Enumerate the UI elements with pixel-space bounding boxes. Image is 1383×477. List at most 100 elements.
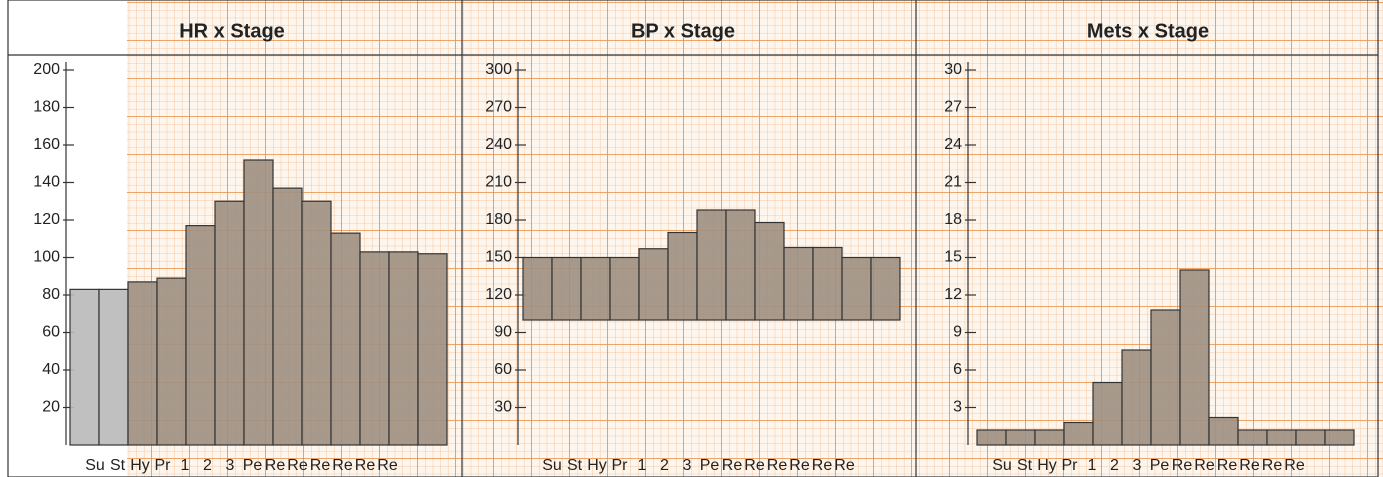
x-tick-label: Pr xyxy=(1062,457,1079,474)
x-tick-label: Pr xyxy=(155,457,172,474)
bar xyxy=(417,253,448,446)
bar xyxy=(609,256,640,321)
y-tick-label: 15 xyxy=(944,249,962,266)
x-tick-label: Su xyxy=(992,457,1012,474)
bar xyxy=(667,231,698,321)
y-tick-label: 140 xyxy=(33,174,60,191)
x-tick-label: Re xyxy=(287,457,308,474)
x-tick-label: Re xyxy=(722,457,743,474)
y-tick-label: 240 xyxy=(485,136,512,153)
y-tick-label: 200 xyxy=(33,61,60,78)
x-tick-label: Re xyxy=(377,457,398,474)
bar xyxy=(1208,416,1239,446)
y-tick-label: 90 xyxy=(494,324,512,341)
bar xyxy=(1092,381,1123,446)
bar xyxy=(243,159,274,446)
bar xyxy=(1005,429,1036,446)
bar xyxy=(214,200,245,446)
bar xyxy=(1295,429,1326,446)
y-tick-label: 18 xyxy=(944,211,962,228)
bar xyxy=(330,232,361,446)
bar xyxy=(870,256,901,321)
bar xyxy=(1266,429,1297,446)
y-tick-label: 60 xyxy=(494,361,512,378)
y-tick-label: 120 xyxy=(33,211,60,228)
x-tick-label: 2 xyxy=(203,457,212,474)
x-tick-label: Re xyxy=(812,457,833,474)
x-tick-label: Re xyxy=(744,457,765,474)
x-tick-label: St xyxy=(1017,457,1033,474)
y-tick-label: 180 xyxy=(485,211,512,228)
bar xyxy=(1063,421,1094,446)
y-tick-label: 30 xyxy=(494,399,512,416)
bar xyxy=(1034,429,1065,446)
x-tick-label: Re xyxy=(1284,457,1305,474)
y-tick-label: 3 xyxy=(953,399,962,416)
bar xyxy=(1324,429,1355,446)
bar xyxy=(754,221,785,321)
y-tick-label: 24 xyxy=(944,136,962,153)
bar xyxy=(156,277,187,446)
x-tick-label: Pe xyxy=(700,457,720,474)
x-tick-label: Re xyxy=(789,457,810,474)
x-tick-label: Hy xyxy=(1037,457,1057,474)
bar xyxy=(580,256,611,321)
x-tick-label: 3 xyxy=(1133,457,1142,474)
x-tick-label: 3 xyxy=(226,457,235,474)
x-tick-label: Re xyxy=(332,457,353,474)
x-tick-label: Re xyxy=(834,457,855,474)
bar xyxy=(1150,309,1181,446)
x-tick-label: Pe xyxy=(1150,457,1170,474)
x-tick-label: 3 xyxy=(683,457,692,474)
y-tick-label: 270 xyxy=(485,99,512,116)
bar xyxy=(522,256,553,321)
y-tick-label: 20 xyxy=(42,399,60,416)
x-tick-label: St xyxy=(110,457,126,474)
bar xyxy=(812,246,843,321)
x-tick-label: Re xyxy=(1194,457,1215,474)
x-tick-label: 1 xyxy=(181,457,190,474)
x-tick-label: 1 xyxy=(638,457,647,474)
bar xyxy=(841,256,872,321)
y-tick-label: 180 xyxy=(33,99,60,116)
x-tick-label: Re xyxy=(1217,457,1238,474)
x-tick-label: 2 xyxy=(1110,457,1119,474)
y-tick-label: 12 xyxy=(944,286,962,303)
chart-title: Mets x Stage xyxy=(1087,20,1209,42)
x-tick-label: Pr xyxy=(612,457,629,474)
chart-title: BP x Stage xyxy=(631,20,735,42)
y-tick-label: 80 xyxy=(42,286,60,303)
bar xyxy=(69,288,100,446)
x-tick-label: Re xyxy=(1239,457,1260,474)
bar xyxy=(1237,429,1268,446)
y-tick-label: 21 xyxy=(944,174,962,191)
x-tick-label: Re xyxy=(767,457,788,474)
x-tick-label: Su xyxy=(542,457,562,474)
x-tick-label: Hy xyxy=(587,457,607,474)
y-tick-label: 210 xyxy=(485,174,512,191)
y-tick-label: 100 xyxy=(33,249,60,266)
bar xyxy=(272,187,303,446)
chart-title: HR x Stage xyxy=(179,20,285,42)
bar xyxy=(1121,349,1152,446)
bar xyxy=(98,288,129,446)
bar xyxy=(127,281,158,446)
x-tick-label: Re xyxy=(265,457,286,474)
x-tick-label: Hy xyxy=(130,457,150,474)
x-tick-label: Re xyxy=(1262,457,1283,474)
y-tick-label: 30 xyxy=(944,61,962,78)
x-tick-label: Su xyxy=(85,457,105,474)
x-tick-label: 1 xyxy=(1088,457,1097,474)
bar xyxy=(388,251,419,446)
bar xyxy=(301,200,332,446)
x-tick-label: Re xyxy=(355,457,376,474)
bar xyxy=(1179,269,1210,446)
x-tick-label: St xyxy=(567,457,583,474)
bar xyxy=(359,251,390,446)
y-tick-label: 120 xyxy=(485,286,512,303)
x-tick-label: Pe xyxy=(243,457,263,474)
bar xyxy=(185,225,216,446)
bar xyxy=(783,246,814,321)
